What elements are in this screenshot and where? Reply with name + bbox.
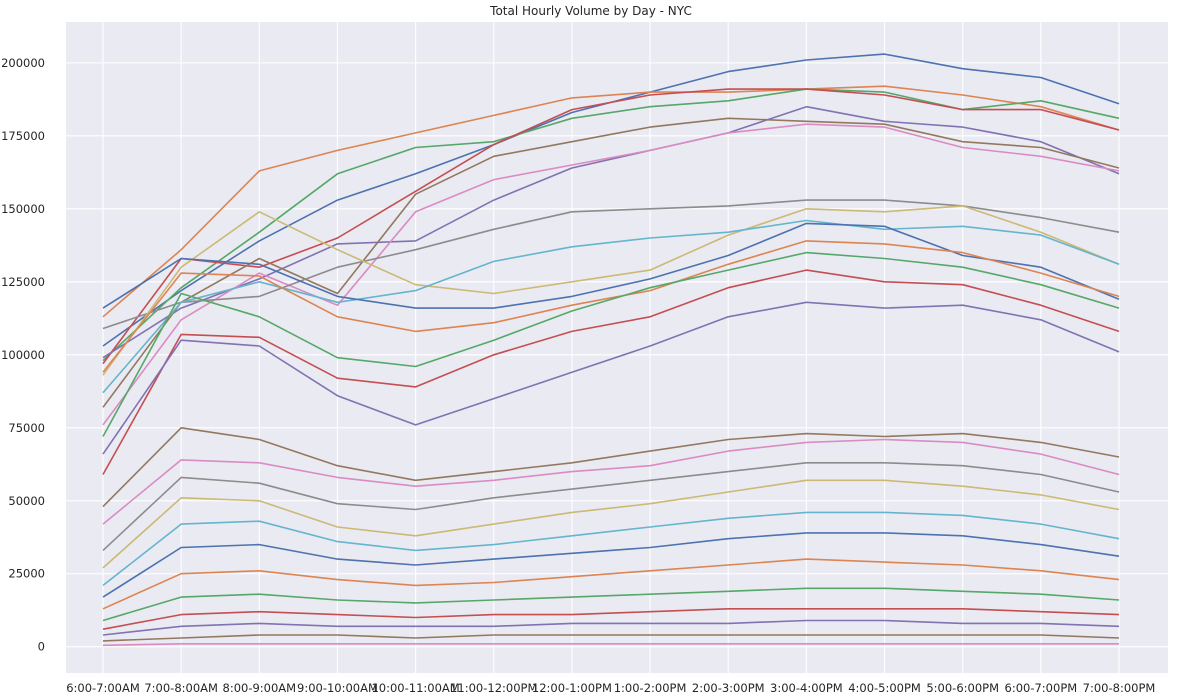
y-tick-label: 75000: [8, 421, 45, 435]
series-line: [102, 461, 1120, 551]
x-tick-label: 11:00-12:00PM: [450, 681, 537, 695]
series-line: [102, 105, 1120, 359]
y-tick-label: 200000: [1, 56, 45, 70]
x-tick-label: 1:00-2:00PM: [614, 681, 687, 695]
series-line: [102, 301, 1120, 455]
x-tick-label: 9:00-10:00AM: [297, 681, 378, 695]
series-line: [102, 619, 1120, 636]
y-tick-label: 0: [38, 640, 45, 654]
series-line: [102, 511, 1120, 587]
chart-title: Total Hourly Volume by Day - NYC: [489, 4, 692, 18]
series-line: [102, 558, 1120, 610]
series-line: [102, 269, 1120, 475]
series-line: [102, 532, 1120, 598]
series-lines: [102, 53, 1120, 647]
x-tick-label: 2:00-3:00PM: [692, 681, 765, 695]
series-line: [102, 587, 1120, 622]
series-line: [102, 85, 1120, 318]
x-tick-label: 7:00-8:00AM: [144, 681, 218, 695]
x-tick-label: 6:00-7:00PM: [1005, 681, 1078, 695]
x-tick-label: 4:00-5:00PM: [848, 681, 921, 695]
plot-background: [66, 22, 1168, 673]
y-tick-label: 100000: [1, 348, 45, 362]
series-line: [102, 479, 1120, 569]
x-tick-label: 10:00-11:00AM: [371, 681, 459, 695]
x-axis-ticks: 6:00-7:00AM 7:00-8:00AM 8:00-9:00AM 9:00-10…: [66, 681, 1155, 695]
x-tick-label: 3:00-4:00PM: [770, 681, 843, 695]
y-tick-label: 25000: [8, 567, 45, 581]
series-line: [102, 251, 1120, 437]
series-line: [102, 205, 1120, 376]
y-axis-ticks: 0 25000 50000 75000 100000 125000 150000 175000…: [1, 56, 45, 654]
series-line: [102, 123, 1120, 426]
series-line: [102, 438, 1120, 525]
grid-lines: [66, 22, 1168, 673]
y-tick-label: 175000: [1, 129, 45, 143]
x-tick-label: 6:00-7:00AM: [66, 681, 140, 695]
series-line: [102, 88, 1120, 365]
x-tick-label: 7:00-8:00PM: [1083, 681, 1156, 695]
series-line: [102, 199, 1120, 330]
series-line: [102, 607, 1120, 630]
series-line: [102, 426, 1120, 508]
series-line: [102, 117, 1120, 408]
y-tick-label: 50000: [8, 494, 45, 508]
series-line: [102, 240, 1120, 373]
y-tick-label: 150000: [1, 202, 45, 216]
series-line: [102, 219, 1120, 394]
x-tick-label: 12:00-1:00PM: [532, 681, 612, 695]
x-tick-label: 5:00-6:00PM: [926, 681, 999, 695]
y-tick-label: 125000: [1, 275, 45, 289]
series-line: [102, 634, 1120, 642]
series-line: [102, 642, 1119, 647]
x-tick-label: 8:00-9:00AM: [223, 681, 297, 695]
